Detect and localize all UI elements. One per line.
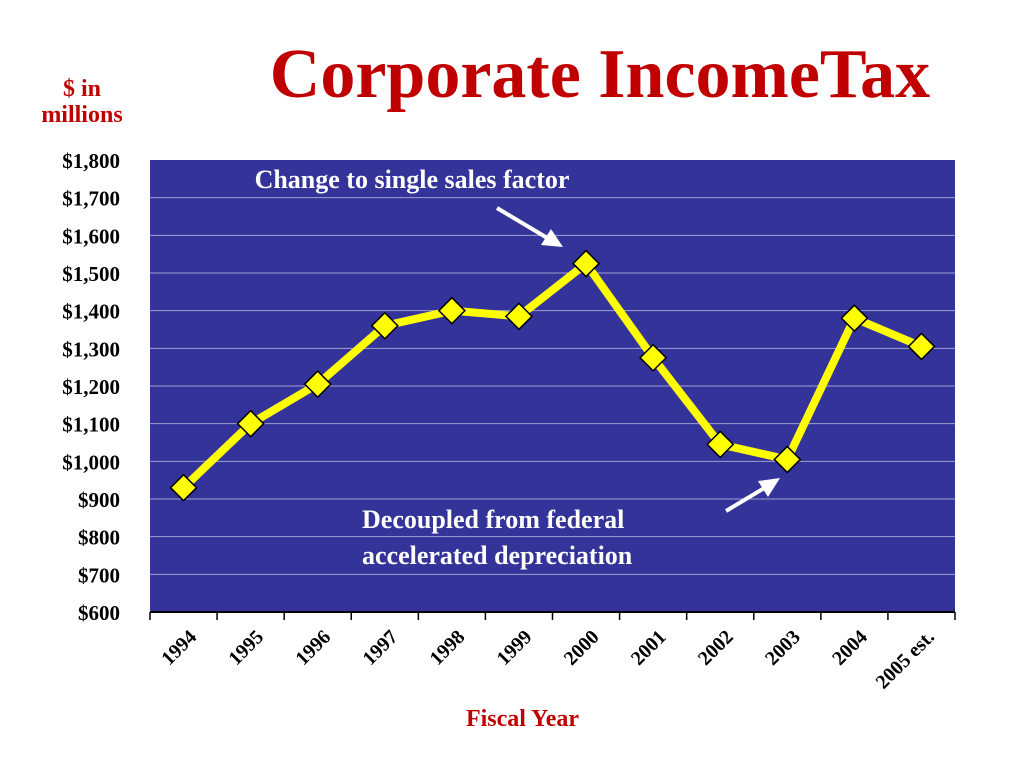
y-tick-label: $800	[78, 526, 120, 550]
data-point-marker	[504, 302, 534, 331]
x-axis-label: Fiscal Year	[466, 706, 579, 732]
data-point-marker	[706, 430, 735, 459]
x-tick-label: 1997	[358, 626, 402, 670]
x-tick-label: 2002	[694, 626, 738, 670]
data-point-marker	[840, 304, 869, 333]
annotation-arrowhead	[541, 229, 563, 247]
y-tick-label: $1,100	[62, 413, 120, 437]
annotation-arrow-shaft	[495, 206, 551, 241]
annotation-arrow-shaft	[724, 485, 768, 513]
y-tick-label: $1,400	[62, 300, 120, 324]
x-tick-label: 2004	[828, 626, 872, 670]
x-tick-label: 2003	[761, 626, 805, 670]
y-tick-label: $1,600	[62, 224, 120, 248]
y-tick-label: $600	[78, 601, 120, 625]
x-tick-label: 1996	[291, 626, 335, 670]
data-point-marker	[773, 445, 802, 474]
data-point-marker	[169, 473, 198, 502]
data-point-marker	[303, 370, 332, 399]
x-tick-label: 1999	[493, 626, 537, 670]
x-tick-label: 1994	[157, 626, 201, 670]
annotation-text: accelerated depreciation	[362, 541, 633, 570]
data-point-marker	[907, 332, 936, 361]
y-tick-label: $1,300	[62, 337, 120, 361]
x-tick-label: 2001	[627, 626, 671, 670]
chart-title: Corporate IncomeTax	[269, 36, 931, 113]
x-tick-label: 1995	[224, 626, 268, 670]
y-axis-label: $ in millions	[41, 76, 123, 129]
x-tick-label: 1998	[426, 626, 470, 670]
y-tick-label: $700	[78, 563, 120, 587]
data-point-marker	[639, 343, 668, 372]
x-tick-label: 2005 est.	[872, 626, 939, 693]
y-tick-label: $1,500	[62, 262, 120, 286]
y-tick-label: $1,200	[62, 375, 120, 399]
data-point-marker	[236, 409, 265, 438]
data-point-marker	[370, 311, 399, 340]
y-tick-label: $1,800	[62, 149, 120, 173]
annotation-text: Change to single sales factor	[255, 165, 570, 194]
annotation-text: Decoupled from federal	[362, 505, 624, 534]
series-line	[180, 259, 924, 491]
y-tick-label: $900	[78, 488, 120, 512]
y-tick-label: $1,000	[62, 450, 120, 474]
data-point-marker	[437, 296, 466, 325]
x-tick-label: 2000	[560, 626, 604, 670]
annotation-arrowhead	[758, 478, 780, 497]
y-tick-label: $1,700	[62, 187, 120, 211]
data-point-marker	[571, 249, 601, 278]
